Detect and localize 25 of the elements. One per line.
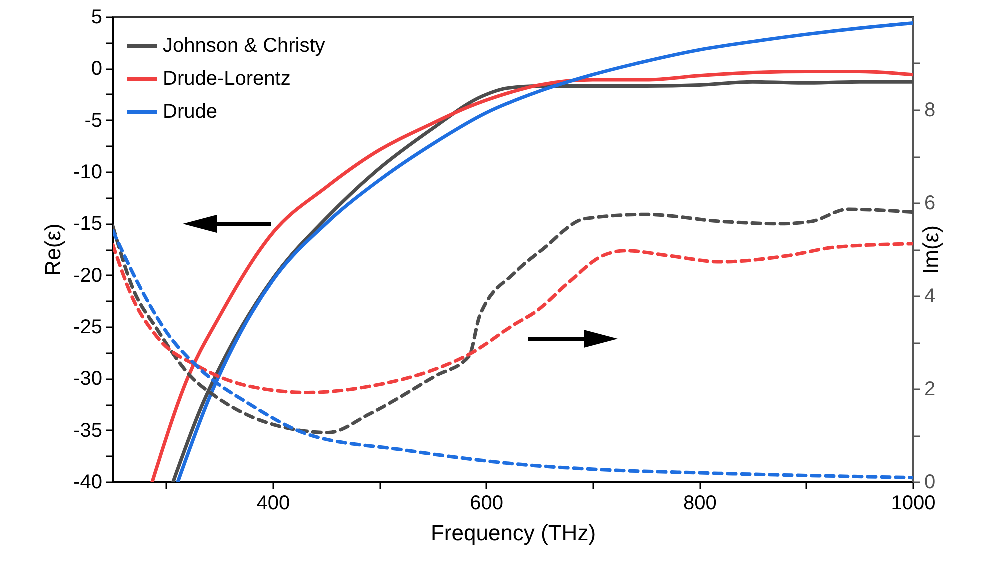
y2-tick-label: 2 [924,378,936,400]
y-tick-label: -20 [74,264,102,287]
x-axis-title: Frequency (THz) [430,520,596,546]
y-tick-label: -25 [74,316,102,338]
y-tick-label: 0 [91,58,102,80]
y-tick-label: -15 [74,213,102,236]
legend-label: Drude [163,101,218,123]
y-tick-label: 5 [91,6,102,28]
x-tick-label: 1000 [891,492,936,514]
legend-label: Drude-Lorentz [163,68,291,90]
y2-tick-label: 0 [924,472,936,494]
y-tick-label: -10 [74,162,102,184]
y2-tick-label: 4 [924,286,936,308]
y-tick-label: -40 [74,472,102,494]
y2-tick-label: 6 [924,192,936,214]
y-axis-title: Re(ε) [40,224,66,276]
y-tick-label: -35 [74,420,102,442]
x-tick-label: 600 [470,492,504,514]
legend-label: Johnson & Christy [163,35,326,57]
x-tick-label: 800 [683,492,717,514]
y2-tick-label: 8 [924,100,936,122]
y-tick-label: -5 [84,110,102,132]
x-tick-label: 400 [256,492,290,514]
y2-axis-title: Im(ε) [918,226,944,274]
y-tick-label: -30 [74,368,102,390]
